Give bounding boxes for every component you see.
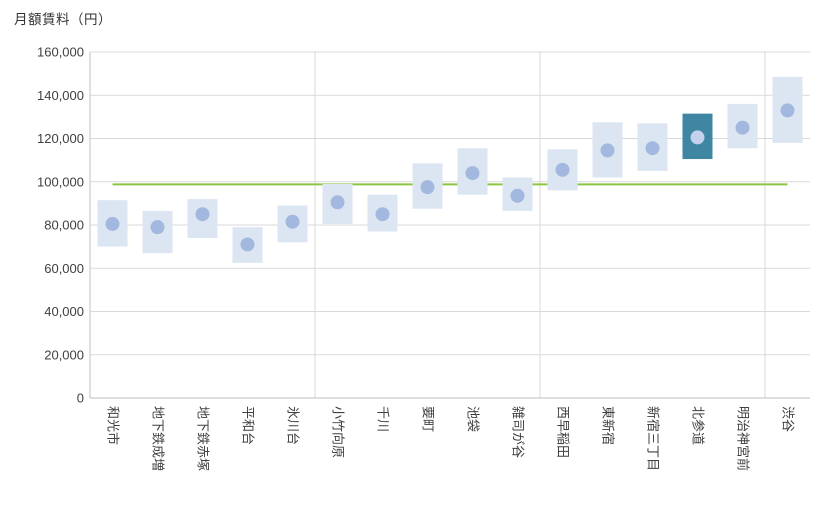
x-axis-station-label: 地下鉄赤塚 [196, 406, 211, 471]
x-axis-station-label: 地下鉄成増 [151, 406, 166, 471]
x-axis-station-label: 千川 [376, 406, 391, 432]
average-rent-dot [375, 207, 390, 222]
average-rent-dot [105, 216, 120, 231]
x-axis-station-label: 東新宿 [601, 406, 616, 445]
y-axis-tick-label: 100,000 [37, 174, 84, 189]
x-axis-station-label: 氷川台 [286, 406, 301, 445]
average-rent-dot [780, 103, 795, 118]
average-rent-dot [645, 141, 660, 156]
x-axis-station-label: 池袋 [466, 406, 481, 432]
average-rent-dot [240, 237, 255, 252]
average-rent-dot [420, 180, 435, 195]
average-rent-dot [285, 214, 300, 229]
x-axis-station-label: 要町 [421, 406, 436, 432]
y-axis-tick-label: 140,000 [37, 88, 84, 103]
x-axis-station-label: 和光市 [106, 406, 121, 445]
y-axis-tick-label: 80,000 [44, 218, 84, 233]
y-axis-tick-label: 0 [77, 391, 84, 406]
x-axis-station-label: 明治神宮前 [736, 406, 751, 471]
average-rent-dot [690, 130, 705, 145]
x-axis-station-label: 北参道 [691, 406, 706, 445]
y-axis-tick-label: 120,000 [37, 131, 84, 146]
average-rent-dot [330, 195, 345, 210]
chart-title: 月額賃料（円） [14, 12, 112, 27]
average-rent-dot [735, 120, 750, 135]
average-rent-dot [150, 220, 165, 235]
average-rent-dot [555, 162, 570, 177]
x-axis-station-label: 西早稲田 [556, 406, 571, 458]
x-axis-station-label: 小竹向原 [331, 406, 346, 458]
x-axis-station-label: 渋谷 [781, 406, 796, 432]
average-rent-dot [195, 207, 210, 222]
y-axis-tick-label: 40,000 [44, 304, 84, 319]
x-axis-station-label: 新宿三丁目 [646, 406, 661, 471]
x-axis-station-label: 雑司が谷 [511, 406, 526, 458]
average-rent-dot [465, 166, 480, 181]
y-axis-tick-label: 160,000 [37, 45, 84, 60]
y-axis-tick-label: 60,000 [44, 261, 84, 276]
y-axis-tick-label: 20,000 [44, 347, 84, 362]
x-axis-station-label: 平和台 [241, 406, 256, 445]
average-rent-dot [510, 188, 525, 203]
average-rent-dot [600, 143, 615, 158]
